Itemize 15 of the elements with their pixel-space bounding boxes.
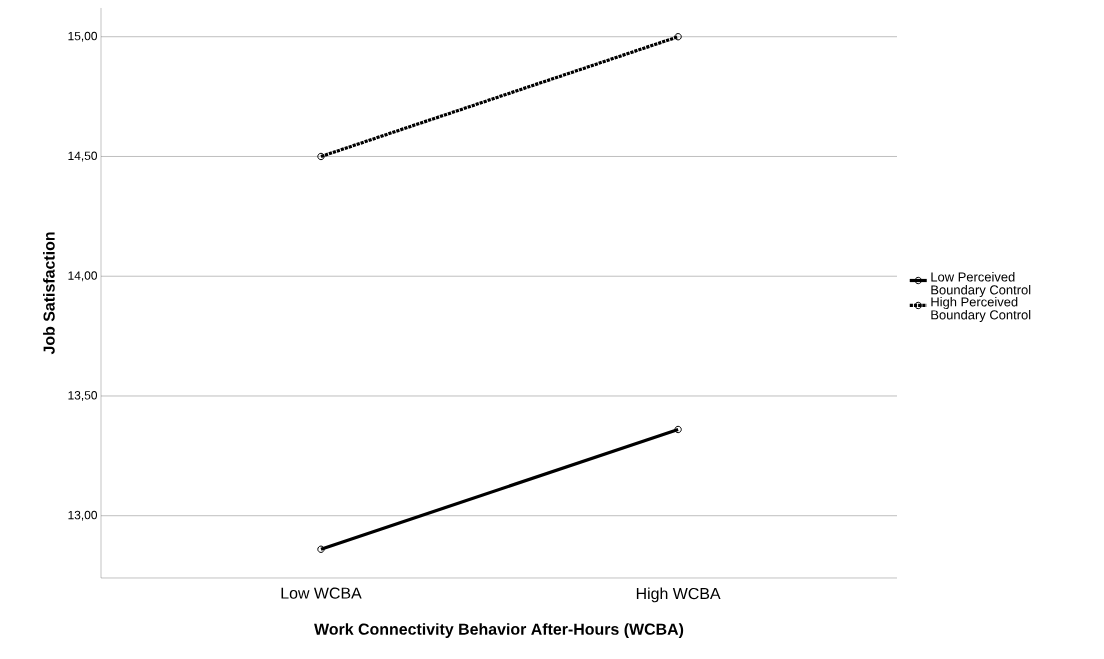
- y-tick-label: 14,00: [68, 271, 98, 282]
- y-tick-label: 13,00: [68, 510, 98, 521]
- y-tick-label: 13,50: [68, 391, 98, 401]
- y-axis-title: Job Satisfaction: [43, 232, 55, 355]
- y-tick-label: 15,00: [68, 31, 98, 42]
- point: [317, 152, 325, 161]
- x-tick-label: Low WCBA: [281, 587, 362, 599]
- legend-label: High Perceived Boundary Control: [931, 296, 1031, 322]
- x-tick-label: High WCBA: [636, 587, 721, 603]
- point: [674, 425, 682, 434]
- point: [674, 33, 682, 41]
- point: [317, 545, 325, 553]
- y-tick-label: 14,50: [68, 151, 98, 162]
- x-axis-title: Work Connectivity Behavior After-Hours (WCBA): [314, 623, 684, 638]
- legend-label: Low Perceived Boundary Control: [931, 272, 1031, 298]
